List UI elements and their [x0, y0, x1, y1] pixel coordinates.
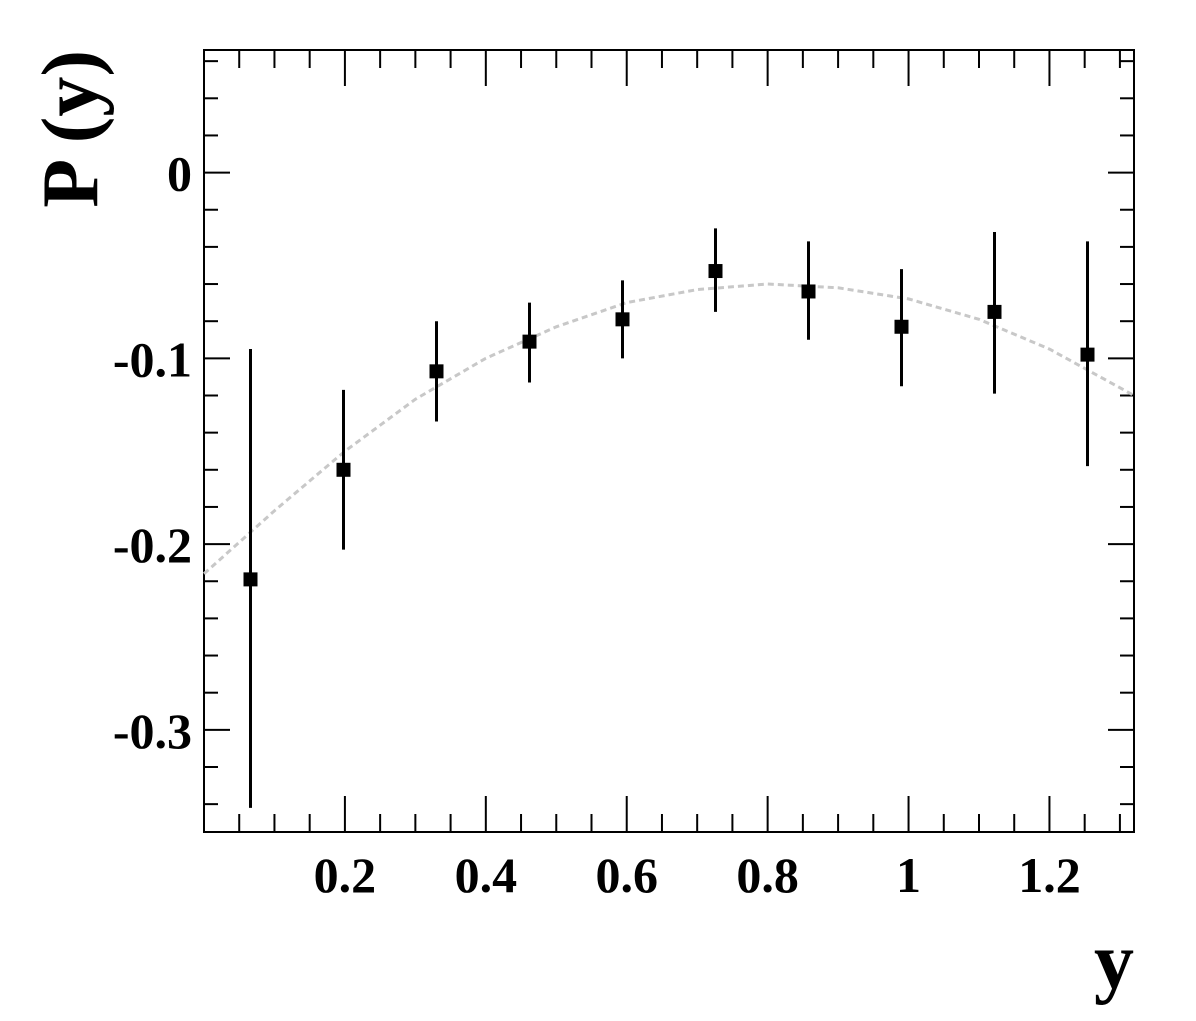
fit-curve [202, 282, 1135, 575]
fit-curve-layer [202, 282, 1135, 575]
axis-ticks [204, 50, 1134, 832]
data-point [801, 284, 816, 299]
data-point [615, 312, 630, 327]
data-point [708, 264, 723, 279]
x-tick-label: 0.8 [736, 847, 799, 903]
data-point [1080, 347, 1095, 362]
y-tick-label: -0.1 [113, 331, 192, 387]
x-tick-label: 1 [896, 847, 921, 903]
data-points-layer [243, 228, 1095, 808]
data-point [429, 364, 444, 379]
y-tick-label: -0.3 [113, 703, 192, 759]
x-tick-label: 0.2 [314, 847, 377, 903]
tick-labels: 0.2 0.4 0.6 0.8 1 1.2 0 -0.1 -0.2 -0.3 [113, 146, 1081, 903]
y-tick-label: -0.2 [113, 517, 192, 573]
y-tick-label: 0 [167, 146, 192, 202]
data-point [894, 319, 909, 334]
x-tick-label: 0.4 [455, 847, 518, 903]
y-axis-title: P (y) [27, 50, 115, 208]
data-point [243, 572, 258, 587]
plot-frame [203, 49, 1135, 833]
data-point [522, 334, 537, 349]
x-tick-label: 0.6 [595, 847, 658, 903]
x-axis-title: y [1094, 918, 1134, 1006]
data-point [987, 304, 1002, 319]
data-point [336, 462, 351, 477]
x-tick-label: 1.2 [1018, 847, 1081, 903]
